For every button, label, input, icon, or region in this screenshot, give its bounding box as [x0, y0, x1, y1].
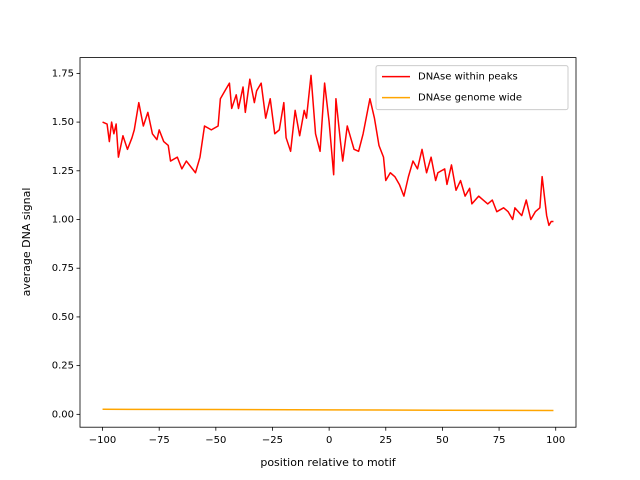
data-line [102, 408, 554, 412]
y-tick-label: 1.00 [52, 215, 74, 226]
x-tick-label: 25 [379, 435, 392, 446]
x-tick-label: 100 [546, 435, 565, 446]
x-tick-label: −50 [205, 435, 226, 446]
y-tick-label: 0.00 [52, 409, 74, 420]
x-tick-label: −25 [262, 435, 283, 446]
x-axis-label: position relative to motif [260, 456, 396, 469]
y-tick-label: 1.75 [52, 68, 74, 79]
x-tick-label: 50 [436, 435, 449, 446]
y-tick-label: 0.25 [52, 361, 74, 372]
y-tick-label: 1.50 [52, 117, 74, 128]
legend-label: DNAse within peaks [418, 72, 518, 83]
x-tick-label: 0 [326, 435, 332, 446]
x-tick-label: −100 [89, 435, 116, 446]
y-tick-label: 0.75 [52, 263, 74, 274]
data-line [102, 74, 554, 227]
legend-label: DNAse genome wide [418, 93, 522, 104]
legend-box [375, 65, 569, 111]
y-axis-label: average DNA signal [20, 188, 33, 297]
y-tick-label: 1.25 [52, 166, 74, 177]
x-tick-label: 75 [493, 435, 506, 446]
plot-frame [79, 57, 577, 428]
y-tick-label: 0.50 [52, 312, 74, 323]
x-tick-label: −75 [149, 435, 170, 446]
